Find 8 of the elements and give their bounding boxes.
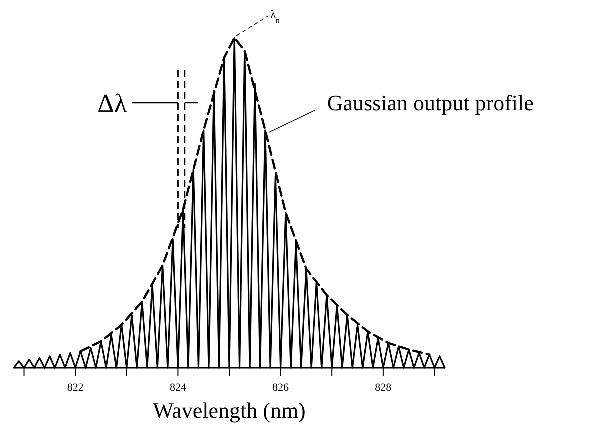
x-tick-label: 828 bbox=[375, 382, 392, 394]
x-tick-label: 826 bbox=[272, 382, 290, 394]
x-tick-label: 824 bbox=[170, 382, 187, 394]
annotation: λ$_{n}$ bbox=[270, 9, 280, 24]
annotation: Gaussian output profile bbox=[327, 90, 534, 116]
annotation: Δλ bbox=[98, 89, 128, 118]
x-tick-label: 822 bbox=[67, 382, 84, 394]
x-axis-title: Wavelength (nm) bbox=[153, 398, 306, 423]
